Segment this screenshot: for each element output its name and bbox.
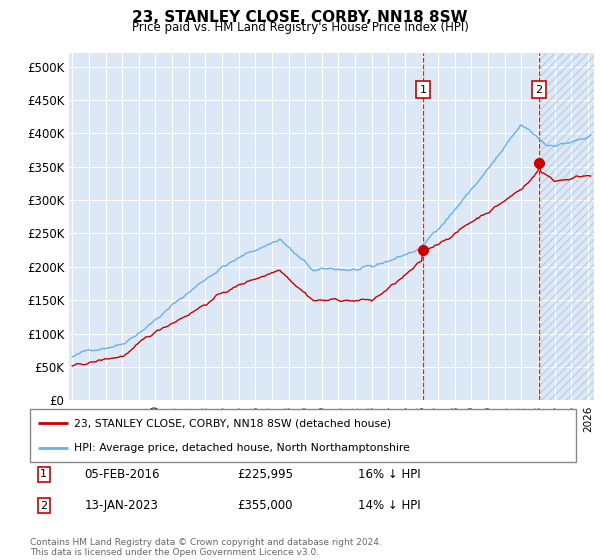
Text: Contains HM Land Registry data © Crown copyright and database right 2024.
This d: Contains HM Land Registry data © Crown c… — [30, 538, 382, 557]
Text: HPI: Average price, detached house, North Northamptonshire: HPI: Average price, detached house, Nort… — [74, 442, 410, 452]
Text: £225,995: £225,995 — [238, 468, 293, 481]
Text: 23, STANLEY CLOSE, CORBY, NN18 8SW: 23, STANLEY CLOSE, CORBY, NN18 8SW — [132, 10, 468, 25]
Text: 1: 1 — [420, 85, 427, 95]
Text: Price paid vs. HM Land Registry's House Price Index (HPI): Price paid vs. HM Land Registry's House … — [131, 21, 469, 34]
Text: 1: 1 — [40, 469, 47, 479]
Text: 14% ↓ HPI: 14% ↓ HPI — [358, 499, 420, 512]
Text: £355,000: £355,000 — [238, 499, 293, 512]
Text: 23, STANLEY CLOSE, CORBY, NN18 8SW (detached house): 23, STANLEY CLOSE, CORBY, NN18 8SW (deta… — [74, 418, 391, 428]
Text: 2: 2 — [535, 85, 542, 95]
Text: 05-FEB-2016: 05-FEB-2016 — [85, 468, 160, 481]
Text: 16% ↓ HPI: 16% ↓ HPI — [358, 468, 420, 481]
Bar — [539, 53, 599, 400]
Bar — [539, 53, 599, 400]
Text: 2: 2 — [40, 501, 47, 511]
FancyBboxPatch shape — [30, 409, 576, 462]
Text: 13-JAN-2023: 13-JAN-2023 — [85, 499, 158, 512]
